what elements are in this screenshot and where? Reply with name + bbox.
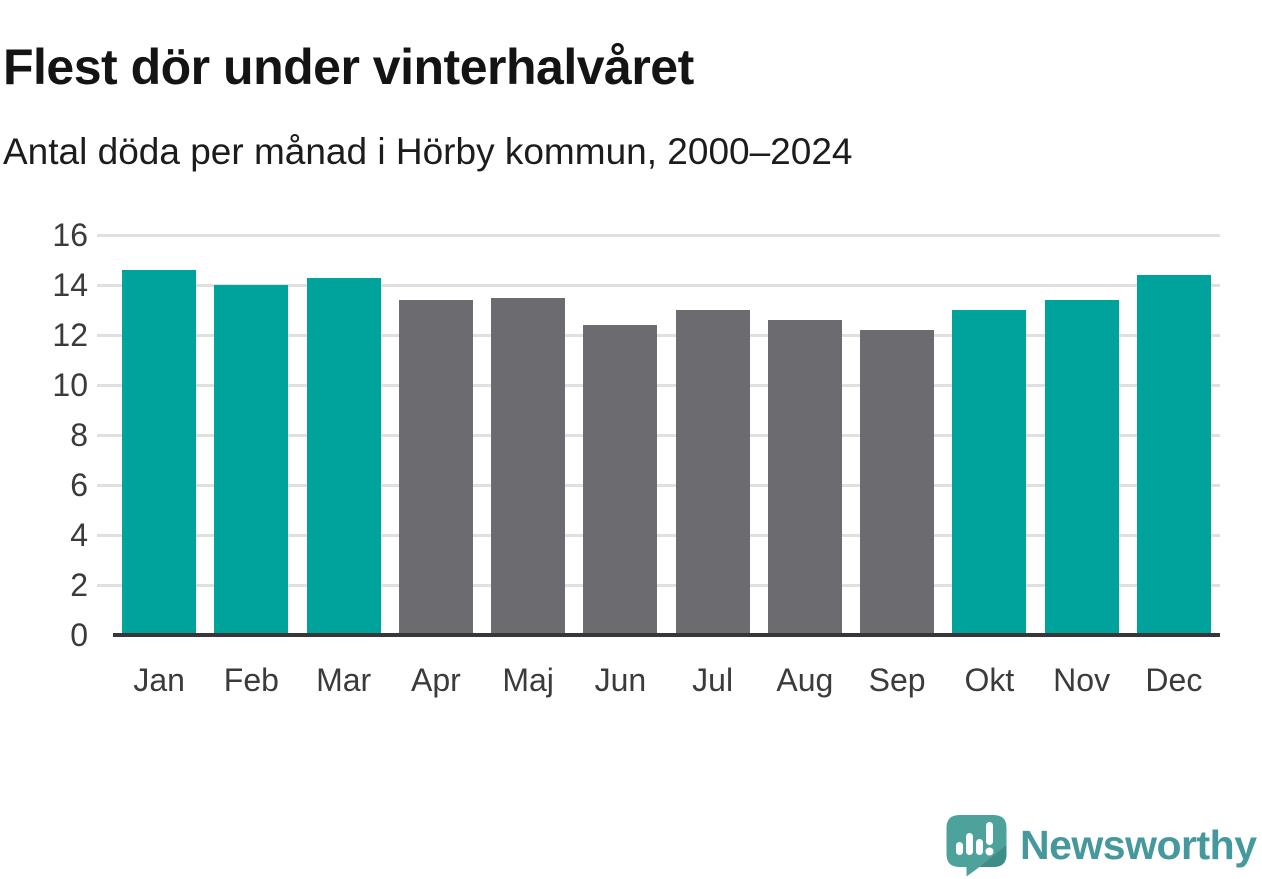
bar-jul [675,310,750,635]
gridline-10 [97,383,1220,387]
logo-bar-1 [956,842,963,855]
bar-mar [306,277,381,635]
bar-aug [767,320,842,635]
x-axis-tick-label: Sep [868,662,926,698]
x-axis-tick-label: Feb [223,662,279,698]
x-axis-tick-label: Dec [1145,662,1203,698]
gridline-8 [97,433,1220,437]
x-axis-line [113,633,1220,637]
bar-sep [860,330,935,635]
y-axis-tick-label: 2 [70,567,88,603]
gridline-14 [97,283,1220,287]
y-axis-tick-label: 6 [70,467,88,503]
bar-feb [214,285,289,635]
bar-jun [583,325,658,635]
chart-subtitle: Antal döda per månad i Hörby kommun, 200… [3,131,853,172]
x-axis-tick-label: Mar [316,662,372,698]
y-axis-tick-label: 0 [70,617,88,653]
logo-exclamation-stem [986,822,993,845]
gridline-2 [97,583,1220,587]
y-axis-tick-label: 4 [70,517,88,553]
newsworthy-logo: Newsworthy [943,813,1257,877]
newsworthy-logo-icon [946,815,1007,877]
logo-bar-3 [976,839,983,855]
y-axis-tick-label: 10 [52,367,88,403]
x-axis-tick-label: Jun [594,662,647,698]
y-axis-tick-label: 16 [52,217,88,253]
gridline-16 [97,233,1220,237]
y-axis-tick-label: 14 [52,267,88,303]
x-axis-tick-label: Nov [1053,662,1111,698]
gridline-4 [97,533,1220,537]
bar-okt [952,310,1027,635]
y-axis-tick-label: 12 [52,317,88,353]
x-axis-tick-label: Okt [964,662,1015,698]
x-axis-tick-label: Jul [692,662,734,698]
x-axis-tick-label: Jan [133,662,185,698]
x-axis-tick-label: Apr [410,662,461,698]
logo-bubble-shade [979,845,1007,867]
bar-nov [1044,300,1119,635]
chart-title: Flest dör under vinterhalvåret [3,38,694,95]
bar-dec [1136,275,1211,635]
logo-bar-2 [966,833,973,855]
y-axis-tick-label: 8 [70,417,88,453]
x-axis-tick-label: Aug [776,662,834,698]
bar-chart: 0 2 4 6 8 10 12 14 16 Jan Feb Mar Apr Maj Jun Jul Aug Sep… [52,217,1220,698]
gridline-12 [97,333,1220,337]
logo-exclamation-dot [985,847,994,856]
gridline-6 [97,483,1220,487]
x-axis-tick-label: Maj [502,662,554,698]
newsworthy-brand-text: Newsworthy [1020,822,1257,868]
bar-maj [491,297,566,635]
bar-apr [398,300,473,635]
bar-jan [122,270,197,635]
